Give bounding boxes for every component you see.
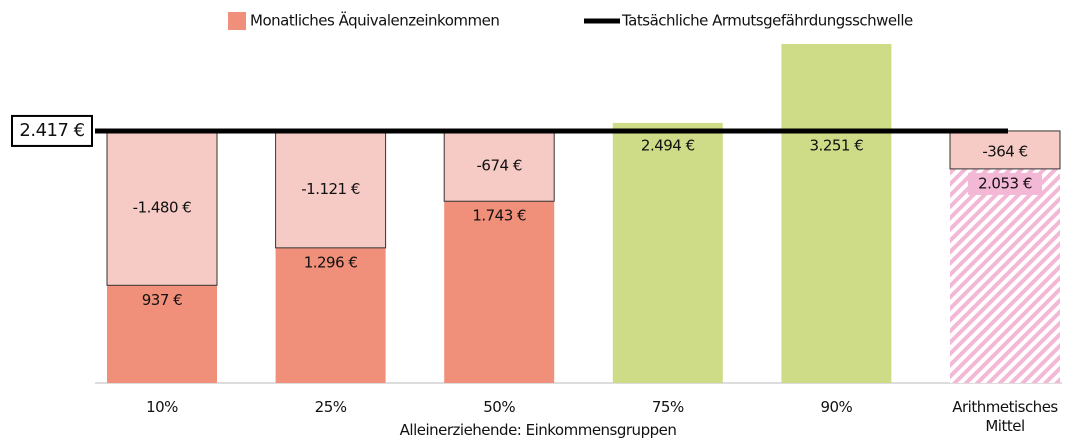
gap-label: -1.121 € [301, 180, 360, 198]
value-label: 1.743 € [472, 207, 526, 225]
gap-bar [275, 130, 387, 249]
legend-swatch [228, 12, 246, 30]
bar [781, 43, 892, 384]
gap-label: -674 € [477, 157, 522, 175]
bar [950, 168, 1060, 383]
gap-label: -1.480 € [133, 199, 192, 217]
gap-bar [443, 130, 555, 202]
legend-label: Monatliches Äquivalenzeinkommen [250, 11, 499, 30]
value-label: 2.494 € [641, 136, 695, 154]
x-tick-label: 10% [146, 398, 178, 416]
x-axis-label: Alleinerziehende: Einkommensgruppen [399, 421, 677, 439]
bar [444, 201, 555, 383]
gap-bar [106, 130, 218, 286]
x-tick-label: 25% [314, 398, 347, 416]
value-label: 937 € [142, 291, 182, 309]
x-tick-label: 75% [651, 398, 684, 416]
value-label: 3.251 € [810, 136, 864, 154]
bar [107, 285, 217, 383]
value-label: 2.053 € [978, 174, 1032, 192]
x-tick-label: 50% [483, 398, 516, 416]
label-bg [968, 172, 1042, 195]
value-label: 1.296 € [304, 253, 358, 271]
bar [612, 122, 723, 383]
threshold-label: 2.417 € [19, 120, 84, 141]
threshold-box [11, 114, 93, 147]
x-tick-label: Arithmetisches Mittel [952, 398, 1058, 435]
gap-label: -364 € [982, 142, 1027, 160]
bar [275, 247, 386, 383]
gap-bar [949, 130, 1061, 170]
x-tick-label: 90% [820, 398, 853, 416]
legend-label: Tatsächliche Armutsgefährdungsschwelle [621, 12, 913, 30]
